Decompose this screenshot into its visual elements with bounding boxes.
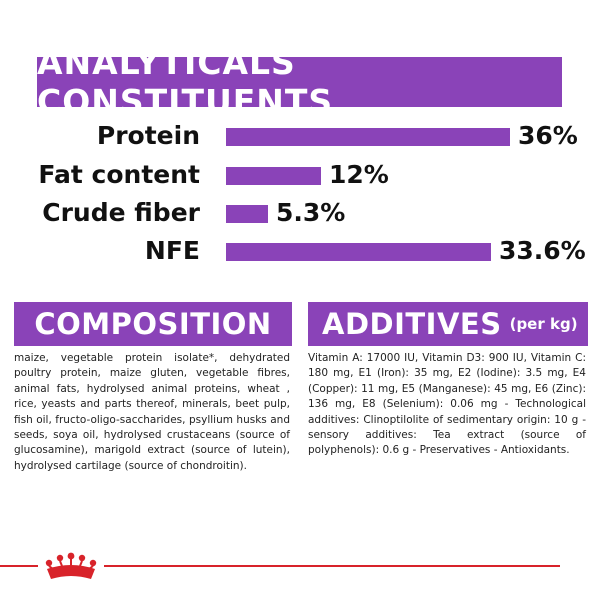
constituent-label: Crude fiber [42,198,200,227]
constituent-label: Protein [96,121,200,150]
page-title: ANALYTICALS CONSTITUENTS [37,43,334,121]
constituent-bar [226,205,268,223]
constituent-label: Fat content [38,160,200,189]
footer-divider-left [0,565,38,567]
constituent-bar [226,128,510,146]
additives-header: ADDITIVES (per kg) [308,302,588,346]
constituent-bar [226,243,491,261]
constituent-row-fat-content: Fat content 12% [0,157,600,193]
additives-title: ADDITIVES [322,307,502,341]
constituent-row-nfe: NFE 33.6% [0,233,600,269]
constituent-value: 36% [518,121,578,150]
analytical-constituents-chart: Protein 36% Fat content 12% Crude fiber … [0,118,600,268]
constituent-value: 12% [329,160,389,189]
constituent-row-crude-fiber: Crude fiber 5.3% [0,195,600,231]
constituent-label: NFE [144,236,200,265]
additives-text: Vitamin A: 17000 IU, Vitamin D3: 900 IU,… [308,352,586,457]
royal-canin-crown-icon [45,552,97,579]
footer-divider-right [104,565,560,567]
constituent-value: 33.6% [499,236,586,265]
composition-header: COMPOSITION [14,302,292,346]
composition-title: COMPOSITION [34,307,272,341]
constituent-bar [226,167,321,185]
constituent-value: 5.3% [276,198,346,227]
analytical-constituents-banner: ANALYTICALS CONSTITUENTS [37,43,562,121]
additives-subtitle: (per kg) [509,315,578,333]
constituent-row-protein: Protein 36% [0,118,600,154]
composition-text: maize, vegetable protein isolate*, dehyd… [14,352,290,472]
